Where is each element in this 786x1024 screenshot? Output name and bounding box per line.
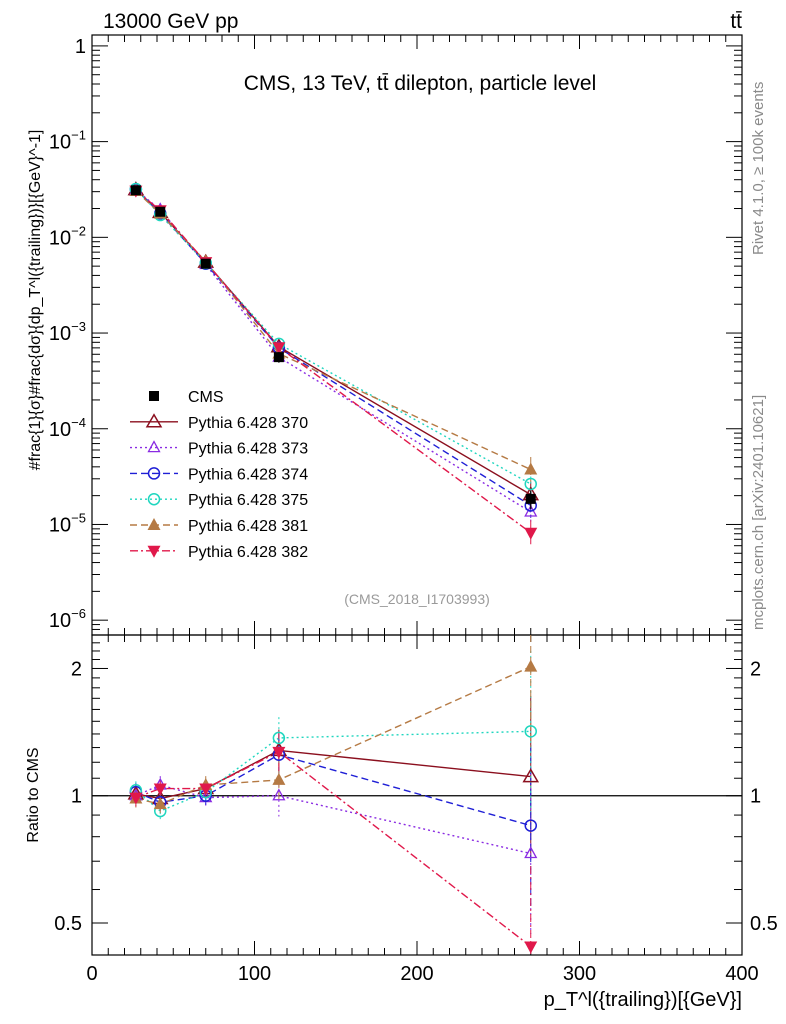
ratio-series-point: [199, 783, 213, 796]
x-tick-label: 200: [400, 963, 433, 985]
legend: CMS Pythia 6.428 370 Pythia 6.428 373 Pythi…: [130, 389, 308, 561]
legend-label: Pythia 6.428 374: [188, 466, 308, 483]
ratio-y-tick-label-right: 0.5: [750, 913, 778, 935]
ratio-y-tick-label: 1: [71, 786, 82, 808]
legend-label: Pythia 6.428 381: [188, 518, 308, 535]
mcplots-label: mcplots.cern.ch [arXiv:2401.10621]: [750, 395, 767, 630]
ratio-series-point: [153, 783, 167, 796]
cms-data-point: [525, 493, 536, 504]
cms-data-point: [130, 185, 141, 196]
legend-marker: [147, 440, 161, 453]
x-tick-label: 300: [563, 963, 596, 985]
ratio-series-point: [522, 768, 540, 783]
main-ylabel: #frac{1}{σ}#frac{dσ}{dp_T^l({trailing})}…: [27, 130, 44, 471]
main-series-point: [524, 462, 538, 475]
x-tick-label: 100: [238, 963, 271, 985]
rivet-label: Rivet 4.1.0, ≥ 100k events: [750, 82, 767, 255]
legend-marker: [147, 545, 161, 558]
watermark: (CMS_2018_I1703993): [344, 591, 490, 607]
ratio-series-point: [524, 659, 538, 672]
ratio-y-tick-label-right: 2: [750, 658, 761, 680]
main-series-line: [135, 189, 532, 513]
cms-data-point: [200, 258, 211, 269]
x-tick-label: 400: [725, 963, 758, 985]
main-title: CMS, 13 TeV, tt̄ dilepton, particle leve…: [244, 72, 597, 95]
ratio-series-line: [135, 749, 531, 800]
y-tick-label: 1: [75, 36, 86, 58]
ratio-series-point: [272, 788, 286, 801]
header-right: tt̄: [730, 10, 742, 33]
ratio-ylabel: Ratio to CMS: [25, 747, 42, 842]
cms-data-point: [155, 206, 166, 217]
legend-label: Pythia 6.428 373: [188, 441, 308, 458]
legend-label: Pythia 6.428 370: [188, 415, 308, 432]
ratio-series-point: [524, 725, 537, 738]
ratio-series-point: [272, 746, 286, 759]
legend-label: Pythia 6.428 375: [188, 492, 308, 509]
main-series-point: [272, 342, 286, 355]
x-tick-label: 0: [86, 963, 97, 985]
legend-label: Pythia 6.428 382: [188, 544, 308, 561]
legend-marker: [147, 492, 161, 506]
ratio-series-point: [153, 797, 167, 810]
main-series-point: [524, 477, 537, 491]
header-left: 13000 GeV pp: [103, 10, 238, 33]
ratio-series-point: [129, 792, 143, 805]
ticks-layer: 0 100 200 300 400 1 10−1 10−2 10−3 10−4 10−5 10−6 0.…: [49, 35, 778, 985]
ratio-series-point: [524, 819, 537, 832]
legend-label: CMS: [188, 389, 224, 406]
legend-marker: [147, 518, 161, 530]
ratio-series-point: [524, 846, 538, 859]
y-tick-label: 10−1: [49, 128, 86, 154]
x-axis-label: p_T^l({trailing})[{GeV}]: [544, 989, 742, 1011]
y-tick-label: 10−6: [49, 606, 86, 632]
legend-marker: [147, 467, 161, 480]
ratio-y-tick-label-right: 1: [750, 786, 761, 808]
ratio-series-point: [272, 731, 286, 745]
ratio-y-tick-label: 2: [71, 658, 82, 680]
legend-marker: [149, 391, 159, 401]
y-tick-label: 10−4: [49, 415, 86, 441]
ratio-series-point: [272, 772, 286, 785]
y-tick-label: 10−3: [49, 319, 86, 345]
ratio-series-line: [135, 666, 532, 805]
ratio-series-point: [524, 941, 538, 954]
legend-marker: [145, 413, 163, 428]
y-tick-label: 10−5: [49, 510, 86, 536]
cms-data-point: [273, 352, 284, 363]
data-layer: [92, 181, 742, 955]
y-tick-label: 10−2: [49, 223, 86, 249]
ratio-y-tick-label: 0.5: [54, 913, 82, 935]
main-series-point: [524, 527, 538, 540]
ratio-series-line: [135, 730, 531, 812]
ratio-frame: [91, 634, 743, 956]
main-series-line: [135, 188, 532, 507]
ratio-series-line: [135, 751, 532, 948]
